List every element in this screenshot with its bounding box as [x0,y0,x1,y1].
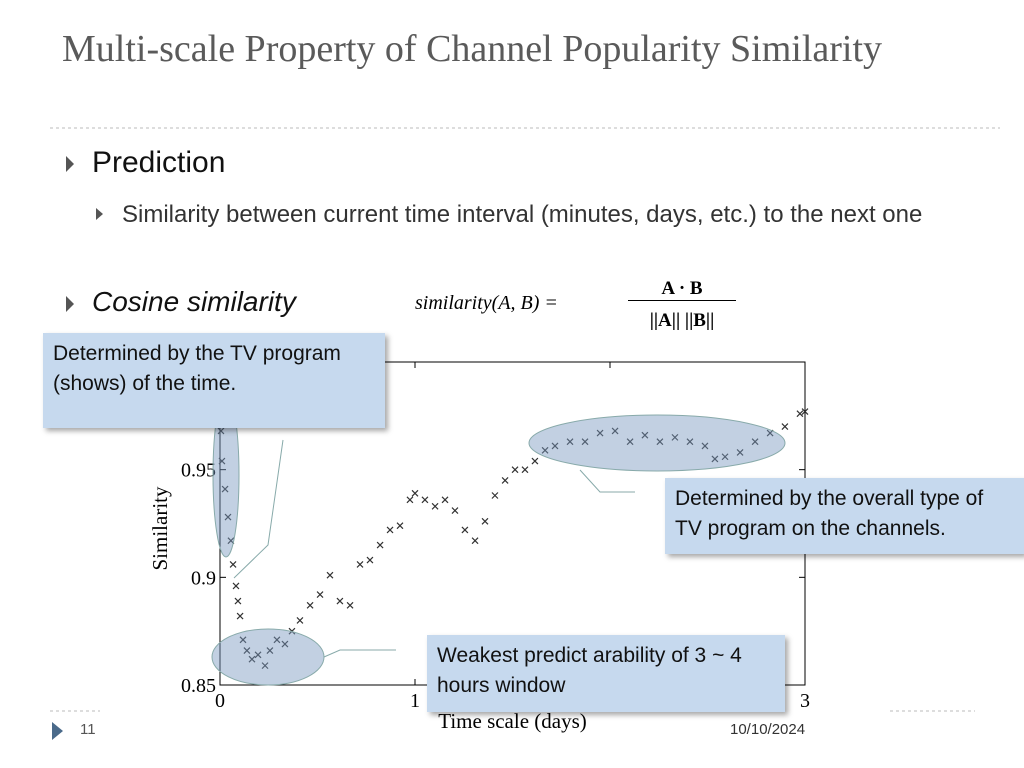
scatter-point [229,560,237,568]
x-axis-label: Time scale (days) [438,709,587,733]
scatter-point [711,455,719,463]
scatter-point [596,429,604,437]
scatter-point [531,457,539,465]
highlight-ellipse [211,628,325,686]
footer-icon [52,722,63,740]
scatter-point [566,438,574,446]
scatter-point [376,541,384,549]
sub-bullet: Similarity between current time interval… [122,201,923,228]
y-tick-label: 0.95 [181,460,216,482]
scatter-point [366,556,374,564]
scatter-point [781,423,789,431]
formula-denominator: ||A|| ||B|| [649,310,715,331]
scatter-point [481,517,489,525]
callout: Weakest predict arability of 3 ~ 4 hours… [427,635,785,712]
scatter-point [273,636,281,644]
page-number: 11 [80,721,96,738]
scatter-point [411,489,419,497]
scatter-point [386,526,394,534]
scatter-point [501,477,509,484]
scatter-point [541,446,549,454]
scatter-point [581,438,589,446]
scatter-point [243,647,251,654]
scatter-point [281,640,289,648]
scatter-point [346,601,354,609]
scatter-point [218,457,226,465]
scatter-point [336,597,344,605]
y-axis-label: Similarity [148,486,172,571]
scatter-point [248,655,256,663]
bullet-icon [66,296,74,312]
scatter-point [671,433,679,441]
callout: Determined by the TV program (shows) of … [43,333,385,428]
scatter-point [296,616,304,624]
slide-title: Multi-scale Property of Channel Populari… [62,28,883,70]
scatter-point [232,582,240,590]
scatter-point [551,442,559,450]
scatter-point [626,438,634,446]
highlight-ellipse [528,414,786,472]
leader-line [579,469,635,493]
scatter-point [396,522,404,530]
scatter-point [801,408,809,415]
scatter-point [451,507,459,515]
scatter-point [261,662,269,670]
bullet: Cosine similarity [92,286,296,317]
bullet-icon [66,156,74,172]
scatter-point [239,636,247,644]
scatter-point [701,442,709,450]
x-tick-label: 1 [410,690,420,712]
y-tick-label: 0.85 [181,675,216,697]
callout: Determined by the overall type of TV pro… [665,478,1024,554]
scatter-point [224,513,232,521]
scatter-point [441,496,449,504]
scatter-point [316,591,324,598]
scatter-point [521,466,529,474]
x-tick-label: 3 [800,690,810,712]
scatter-point [266,647,274,654]
leader-line [323,649,396,658]
scatter-point [221,485,229,493]
scatter-point [406,496,414,504]
scatter-point [751,438,759,446]
scatter-point [431,502,439,510]
scatter-point [326,571,334,579]
scatter-point [356,560,364,568]
scatter-point [491,492,499,499]
scatter-point [217,427,225,435]
x-tick-label: 0 [215,690,225,712]
scatter-point [254,651,262,659]
scatter-point [461,526,469,534]
scatter-point [686,438,694,446]
scatter-point [641,431,649,439]
bullet: Prediction [92,146,226,179]
scatter-point [656,438,664,446]
leader-line [233,439,284,579]
scatter-point [471,537,479,545]
footer-date: 10/10/2024 [730,721,806,738]
scatter-point [421,496,429,504]
scatter-point [611,427,619,435]
scatter-point [796,410,804,418]
scatter-point [306,601,314,609]
scatter-point [736,449,744,456]
y-tick-label: 0.9 [191,567,216,589]
bullet-icon [96,208,103,220]
scatter-point [721,453,729,461]
scatter-point [236,612,244,620]
scatter-point [234,597,242,605]
formula-lhs: similarity(A, B) = [415,292,558,314]
formula-numerator: A · B [628,278,736,301]
scatter-point [511,466,519,474]
